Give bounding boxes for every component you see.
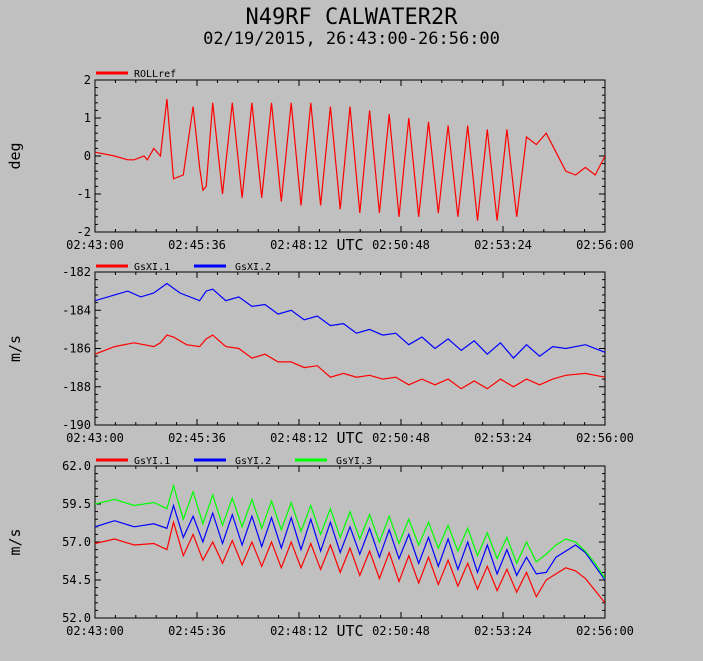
y-tick-label: -188 (62, 380, 91, 394)
y-tick-label: 59.5 (62, 497, 91, 511)
plot-subtitle: 02/19/2015, 26:43:00-26:56:00 (203, 29, 500, 49)
series-line-GsYI.3 (95, 483, 605, 579)
legend-label: GsXI.1 (134, 262, 170, 273)
y-tick-label: 1 (84, 111, 91, 125)
x-tick-label: 02:43:00 (66, 624, 124, 638)
y-tick-label: -190 (62, 418, 91, 432)
y-axis-label: deg (6, 142, 24, 169)
series-line-GsYI.2 (95, 503, 605, 581)
x-tick-label: 02:50:48 (372, 431, 430, 445)
x-tick-label: 02:53:24 (474, 624, 532, 638)
x-axis-label: UTC (336, 429, 363, 447)
plot-frame (94, 465, 606, 619)
y-tick-label: 57.0 (62, 535, 91, 549)
x-axis-label: UTC (336, 622, 363, 640)
x-tick-label: 02:43:00 (66, 431, 124, 445)
y-tick-label: -184 (62, 303, 91, 317)
series-line-GsXI.2 (95, 282, 605, 359)
x-axis-label: UTC (336, 236, 363, 254)
y-tick-label: -2 (77, 225, 91, 239)
legend-label: ROLLref (134, 69, 176, 80)
x-tick-label: 02:48:12 (270, 431, 328, 445)
series-line-GsXI.1 (95, 334, 605, 390)
y-axis-label: m/s (6, 335, 24, 362)
y-tick-label: -186 (62, 342, 91, 356)
y-tick-label: -182 (62, 265, 91, 279)
y-tick-label: 54.5 (62, 573, 91, 587)
y-tick-label: 62.0 (62, 459, 91, 473)
panel-3: 62.0 59.5 57.0 54.5 52.002:43:00 02:45:36 02:4… (6, 456, 634, 640)
panel-1: 2 1 0 -1 -202:43:00 02:45:36 02:48:12 02:50:48 0… (6, 69, 634, 254)
legend-label: GsYI.3 (336, 456, 372, 467)
x-tick-label: 02:56:00 (576, 624, 634, 638)
y-tick-label: -1 (77, 187, 91, 201)
x-tick-label: 02:48:12 (270, 238, 328, 252)
x-tick-label: 02:56:00 (576, 431, 634, 445)
legend-label: GsYI.2 (235, 456, 271, 467)
x-tick-label: 02:50:48 (372, 624, 430, 638)
x-tick-label: 02:50:48 (372, 238, 430, 252)
x-tick-label: 02:43:00 (66, 238, 124, 252)
x-tick-label: 02:53:24 (474, 238, 532, 252)
x-tick-label: 02:56:00 (576, 238, 634, 252)
y-tick-label: 52.0 (62, 611, 91, 625)
x-tick-label: 02:53:24 (474, 431, 532, 445)
legend-label: GsXI.2 (235, 262, 271, 273)
series-line-ROLLref (95, 98, 605, 221)
plot-frame (94, 271, 606, 426)
x-tick-label: 02:45:36 (168, 624, 226, 638)
x-tick-label: 02:48:12 (270, 624, 328, 638)
y-tick-label: 2 (84, 73, 91, 87)
y-axis-label: m/s (6, 528, 24, 555)
plot-title: N49RF CALWATER2R (245, 5, 458, 30)
legend-label: GsYI.1 (134, 456, 170, 467)
x-tick-label: 02:45:36 (168, 238, 226, 252)
series-line-GsYI.1 (95, 519, 605, 604)
y-tick-label: 0 (84, 149, 91, 163)
x-tick-label: 02:45:36 (168, 431, 226, 445)
